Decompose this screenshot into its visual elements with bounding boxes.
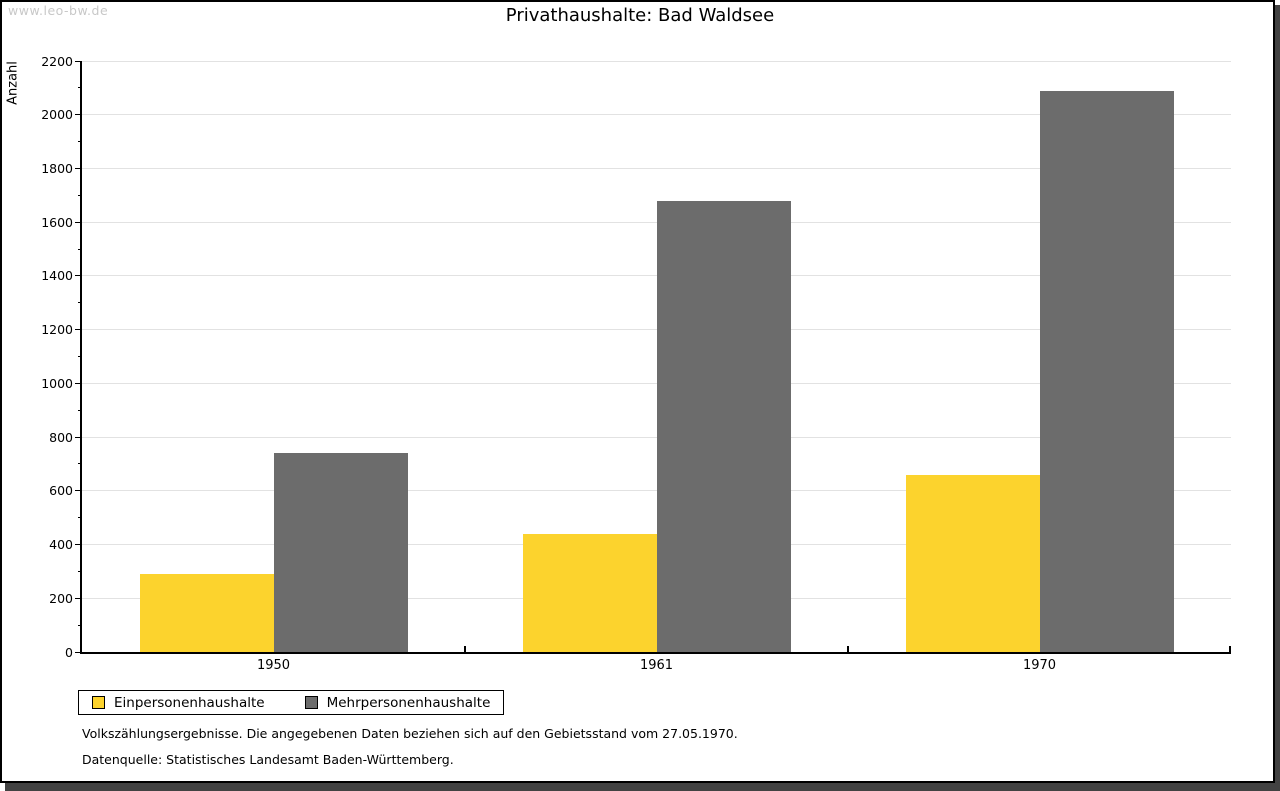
frame-shadow-right	[1275, 5, 1280, 791]
y-tick-major	[75, 436, 82, 438]
gridline-2200	[82, 60, 1231, 62]
y-tick-major	[75, 114, 82, 116]
y-tick-major	[75, 651, 82, 653]
legend-label: Mehrpersonenhaushalte	[326, 694, 491, 711]
footnote-line-1: Volkszählungsergebnisse. Die angegebenen…	[82, 726, 738, 741]
legend: Einpersonenhaushalte Mehrpersonenhaushal…	[78, 690, 505, 715]
y-tick-major	[75, 275, 82, 277]
y-tick-minor	[78, 248, 82, 250]
y-tick-minor	[78, 141, 82, 143]
bar-mehrpersonenhaushalte-1961	[656, 200, 791, 652]
gridline-2000	[82, 114, 1231, 116]
y-tick-label: 2200	[41, 53, 73, 69]
y-tick-minor	[78, 409, 82, 411]
y-tick-label: 2000	[41, 107, 73, 123]
y-tick-label: 200	[49, 590, 73, 606]
x-tick-end	[1229, 646, 1231, 652]
y-tick-major	[75, 329, 82, 331]
y-tick-label: 1600	[41, 214, 73, 230]
y-tick-label: 1200	[41, 322, 73, 338]
y-tick-label: 800	[49, 429, 73, 445]
y-tick-minor	[78, 517, 82, 519]
bar-einpersonenhaushalte-1950	[139, 574, 274, 652]
y-tick-label: 0	[65, 644, 73, 660]
y-tick-minor	[78, 624, 82, 626]
y-tick-major	[75, 60, 82, 62]
frame-shadow-bottom	[5, 783, 1280, 791]
y-axis-title: Anzahl	[5, 61, 21, 105]
y-tick-label: 1800	[41, 160, 73, 176]
y-tick-major	[75, 221, 82, 223]
y-tick-major	[75, 544, 82, 546]
y-tick-minor	[78, 302, 82, 304]
y-tick-minor	[78, 87, 82, 89]
bar-mehrpersonenhaushalte-1950	[273, 453, 408, 652]
x-axis-label-1950: 1950	[256, 658, 291, 673]
x-axis-label-1970: 1970	[1022, 658, 1057, 673]
legend-swatch-yellow-icon	[92, 696, 105, 709]
watermark: www.leo-bw.de	[8, 3, 109, 18]
y-tick-major	[75, 490, 82, 492]
y-tick-major	[75, 597, 82, 599]
x-tick-boundary	[464, 646, 466, 652]
y-tick-minor	[78, 463, 82, 465]
chart-title: Privathaushalte: Bad Waldsee	[505, 5, 775, 26]
y-tick-minor	[78, 570, 82, 572]
y-tick-minor	[78, 356, 82, 357]
gridline-1800	[82, 167, 1231, 169]
y-tick-label: 1000	[41, 375, 73, 391]
footnote-line-2: Datenquelle: Statistisches Landesamt Bad…	[82, 752, 454, 767]
y-tick-label: 400	[49, 537, 73, 553]
bar-einpersonenhaushalte-1970	[905, 474, 1040, 652]
legend-label: Einpersonenhaushalte	[114, 694, 265, 711]
y-tick-label: 1400	[41, 268, 73, 284]
bar-einpersonenhaushalte-1961	[522, 533, 657, 652]
legend-swatch-gray-icon	[304, 696, 318, 709]
legend-item-mehrpersonenhaushalte: Mehrpersonenhaushalte	[304, 694, 491, 711]
y-tick-major	[75, 382, 82, 384]
y-tick-major	[75, 167, 82, 169]
x-axis-label-1961: 1961	[639, 658, 674, 673]
legend-item-einpersonenhaushalte: Einpersonenhaushalte	[92, 695, 265, 711]
y-tick-label: 600	[49, 483, 73, 499]
plot-area: 0 200 400 600 800 1000 1200 1400 1600 1800 2000 220…	[41, 54, 1231, 673]
x-tick-boundary	[847, 646, 849, 652]
bar-mehrpersonenhaushalte-1970	[1039, 90, 1174, 652]
y-tick-minor	[78, 194, 82, 196]
